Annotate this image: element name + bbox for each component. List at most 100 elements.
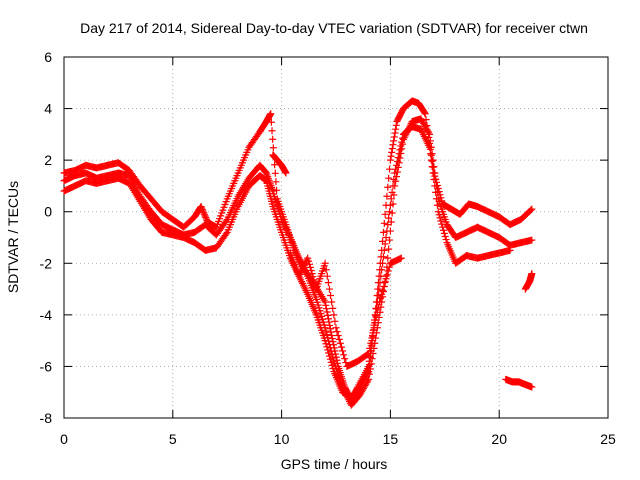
data-point — [339, 347, 347, 355]
data-point — [308, 270, 316, 278]
data-point — [380, 246, 388, 254]
data-point — [387, 152, 395, 160]
data-point — [388, 188, 396, 196]
x-tick-label: 0 — [60, 431, 68, 447]
data-point — [387, 195, 395, 203]
data-point — [376, 298, 384, 306]
data-point — [390, 175, 398, 183]
data-point — [426, 143, 434, 151]
data-point — [198, 204, 206, 212]
data-point — [202, 215, 210, 223]
data-point — [311, 279, 319, 287]
data-point — [425, 129, 433, 137]
data-point — [326, 325, 334, 333]
data-point — [305, 260, 313, 268]
axis-ticks — [63, 56, 609, 419]
data-point — [438, 220, 446, 228]
data-point — [379, 253, 387, 261]
data-point — [436, 214, 444, 222]
data-point — [325, 285, 333, 293]
data-point — [381, 279, 389, 287]
data-point — [371, 319, 379, 327]
data-point — [367, 339, 375, 347]
data-point — [322, 305, 330, 313]
data-point — [391, 129, 399, 137]
data-point — [324, 315, 332, 323]
data-point — [430, 175, 438, 183]
y-tick-label: -4 — [40, 307, 53, 323]
data-point — [327, 328, 335, 336]
data-point — [337, 343, 345, 351]
data-point — [384, 221, 392, 229]
data-point — [395, 150, 403, 158]
data-point — [435, 211, 443, 219]
data-point — [202, 213, 210, 221]
series-track-6 — [521, 270, 536, 293]
data-point — [323, 330, 331, 338]
data-point — [323, 308, 331, 316]
data-point — [392, 121, 400, 129]
chart-title: Day 217 of 2014, Sidereal Day-to-day VTE… — [80, 20, 588, 36]
series-track-1 — [60, 97, 536, 404]
x-tick-label: 10 — [274, 431, 290, 447]
data-point — [397, 254, 405, 262]
data-point — [377, 272, 385, 280]
data-point — [392, 165, 400, 173]
data-point — [334, 331, 342, 339]
x-tick-label: 15 — [383, 431, 399, 447]
data-point — [390, 137, 398, 145]
data-point — [386, 208, 394, 216]
data-point — [397, 142, 405, 150]
data-point — [327, 292, 335, 300]
data-point — [307, 267, 315, 275]
data-point — [431, 182, 439, 190]
y-tick-label: 0 — [44, 204, 52, 220]
data-point — [222, 230, 230, 238]
data-point — [385, 214, 393, 222]
data-point — [384, 267, 392, 275]
data-point — [441, 232, 449, 240]
data-point — [269, 144, 277, 152]
data-point — [329, 304, 337, 312]
data-point — [392, 161, 400, 169]
data-point — [201, 212, 209, 220]
data-point — [396, 146, 404, 154]
series-track-7 — [502, 375, 536, 391]
data-point — [304, 254, 312, 262]
data-marks — [60, 97, 536, 409]
y-tick-label: -2 — [40, 255, 53, 271]
plot-frame — [63, 56, 609, 419]
data-point — [392, 125, 400, 133]
data-point — [432, 188, 440, 196]
data-point — [332, 324, 340, 332]
data-point — [394, 154, 402, 162]
data-point — [383, 192, 391, 200]
data-point — [381, 210, 389, 218]
data-point — [385, 263, 393, 271]
data-point — [398, 138, 406, 146]
data-point — [388, 148, 396, 156]
y-tick-label: -8 — [40, 410, 53, 426]
y-tick-label: 4 — [44, 101, 52, 117]
data-point — [391, 169, 399, 177]
data-point — [372, 313, 380, 321]
data-point — [340, 351, 348, 359]
data-point — [328, 361, 336, 369]
data-point — [324, 279, 332, 287]
data-point — [380, 282, 388, 290]
data-point — [389, 182, 397, 190]
data-point — [271, 169, 279, 177]
data-point — [335, 335, 343, 343]
y-tick-labels: -8 -6 -4 -2 0 2 4 6 — [40, 49, 53, 426]
data-point — [389, 141, 397, 149]
data-point — [437, 217, 445, 225]
data-point — [321, 337, 329, 345]
data-point — [381, 240, 389, 248]
data-point — [386, 156, 394, 164]
data-point — [322, 301, 330, 309]
data-point — [386, 201, 394, 209]
data-point — [383, 227, 391, 235]
series-track-2 — [60, 115, 536, 409]
data-point — [372, 312, 380, 320]
data-point — [325, 349, 333, 357]
